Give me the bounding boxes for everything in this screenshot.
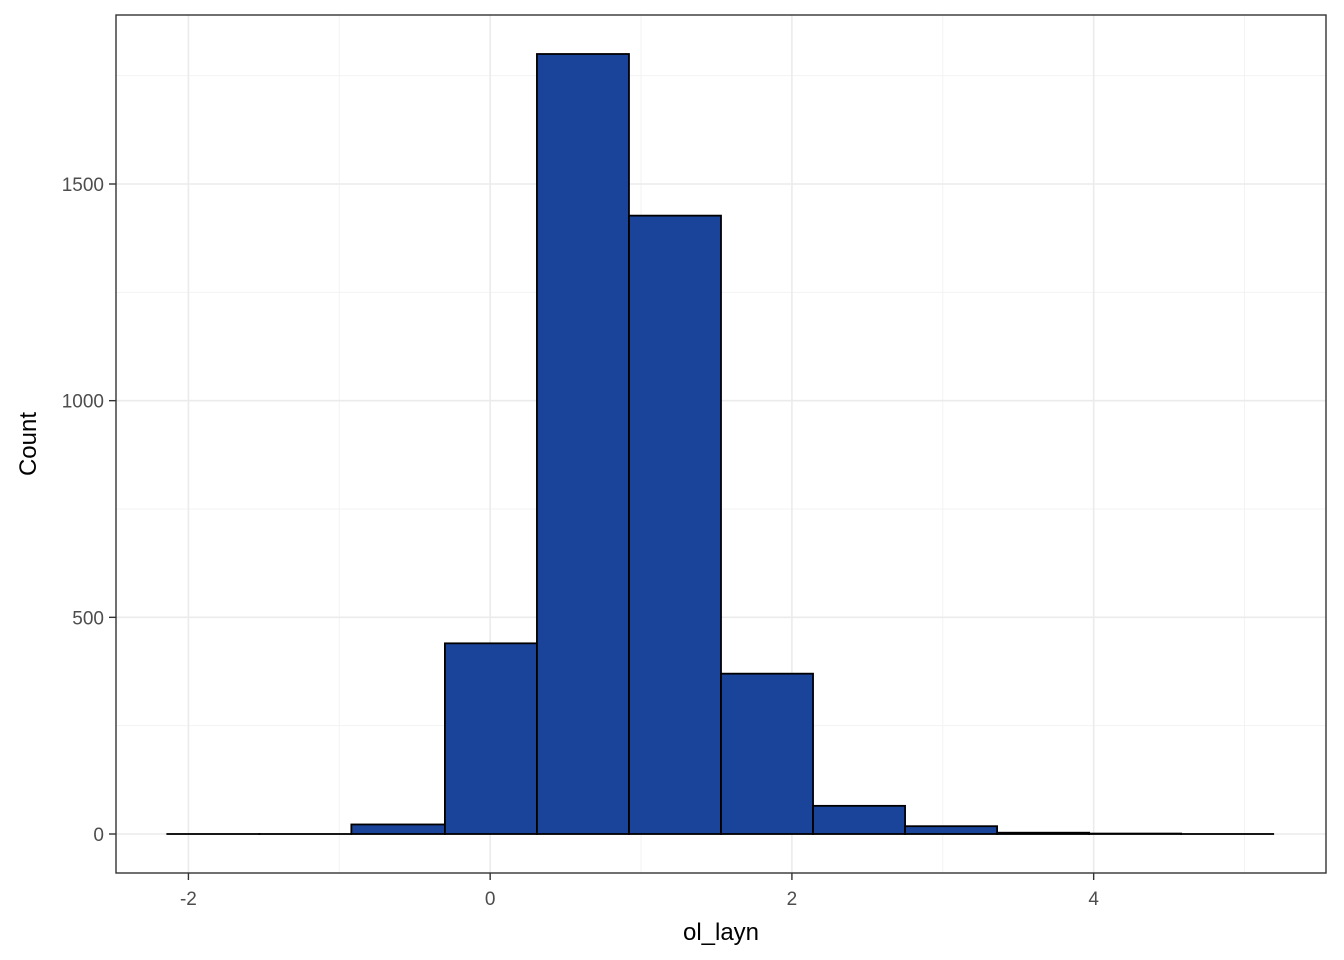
histogram-bar-4: [444, 642, 538, 835]
y-tick-label: 500: [72, 608, 104, 629]
histogram-bar-7: [720, 672, 814, 835]
y-tick-label: 1500: [62, 175, 104, 196]
histogram-bar-10: [996, 831, 1091, 835]
panel-border: [115, 14, 1327, 874]
y-tick-label: 0: [93, 825, 104, 846]
histogram-bar-6: [628, 214, 722, 835]
x-axis-title: ol_layn: [683, 919, 759, 946]
x-tick-label: 0: [485, 889, 496, 910]
x-tick-label: 2: [787, 889, 798, 910]
histogram-bar-3: [350, 823, 446, 835]
tick-labels-layer: -2 0 2 4 0 500 1000 1500: [62, 175, 1100, 910]
y-tick-label: 1000: [62, 392, 104, 413]
y-axis-title: Count: [15, 412, 42, 476]
histogram-bar-8: [812, 804, 906, 835]
histogram-bar-9: [904, 825, 998, 835]
bars-layer: [166, 53, 1275, 835]
x-tick-label: 4: [1088, 889, 1099, 910]
ticks-layer: [109, 183, 1095, 880]
x-tick-label: -2: [180, 889, 197, 910]
histogram-bar-5: [536, 53, 630, 835]
